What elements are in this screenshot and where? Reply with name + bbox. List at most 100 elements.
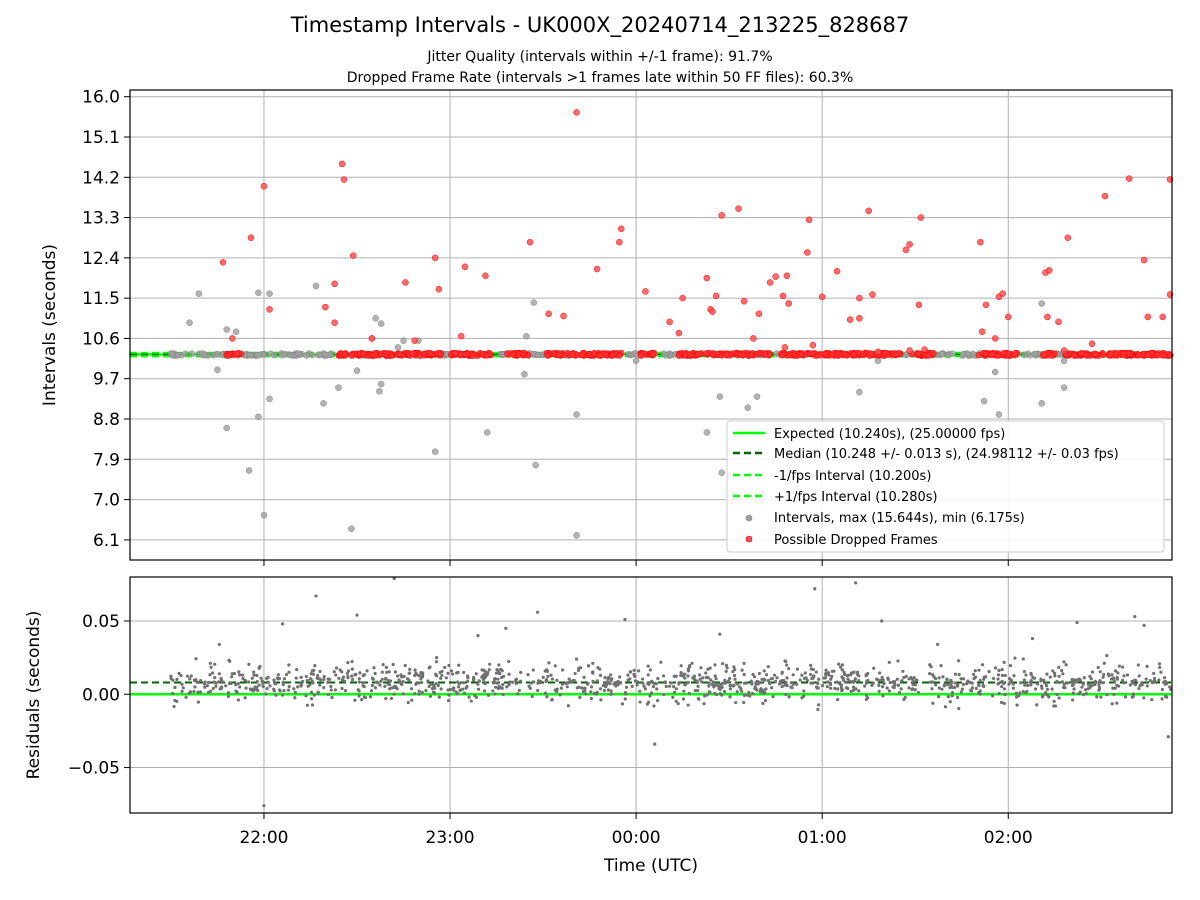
residual-point [780,670,784,674]
residual-point [835,680,839,684]
residual-point [591,679,595,683]
residual-point [592,691,596,695]
residual-point [714,677,718,681]
residual-point [996,677,1000,681]
residual-point [866,671,870,676]
dropped-frame-point [1120,351,1127,358]
residual-point [261,684,265,689]
residual-point [811,676,815,680]
residual-point [1152,676,1157,681]
residual-point [723,681,727,685]
interval-point [223,326,231,333]
residual-point [728,676,732,681]
residual-point [770,686,774,690]
residual-point [495,667,499,672]
dropped-frame-point [822,351,829,358]
residual-point [491,689,495,693]
dropped-frame-point [703,350,710,357]
residual-point [749,679,753,683]
residual-point [358,671,362,675]
residual-point [872,666,876,670]
residual-point [840,663,845,667]
residual-point [1072,687,1076,691]
residual-point [880,675,884,680]
residual-point [514,681,518,686]
residual-point [929,680,933,684]
residual-point [370,676,375,680]
residual-point [964,682,969,686]
residual-point [589,690,593,694]
residual-point [766,665,770,669]
residual-point [407,671,412,675]
residual-point [208,673,212,677]
residual-point [409,687,414,691]
residual-point [914,678,918,682]
residual-point [652,704,656,708]
residual-point [738,685,742,689]
residual-point [401,692,405,696]
residual-point [414,682,418,686]
dropped-frame-point [578,351,586,359]
dropped-frame-point [526,238,534,246]
residual-point [1152,671,1156,675]
residual-point [598,673,603,678]
residual-point [466,679,470,683]
residual-point [417,689,421,693]
intervals-y-tick-label: 15.1 [82,128,120,148]
residual-point [750,682,754,686]
interval-point [400,337,407,344]
residual-point [777,682,782,686]
residual-point [564,681,568,686]
dropped-frame-point [504,350,511,357]
residual-point [430,687,435,691]
residual-point [1014,691,1018,695]
residual-point [880,685,885,689]
residual-point [252,673,256,677]
residual-point [541,675,545,679]
residual-point [405,677,410,681]
residual-point [180,682,184,686]
residual-point [386,678,391,683]
legend-intervals-label: Intervals, max (15.644s), min (6.175s) [774,511,1025,526]
residual-point [912,676,916,680]
residual-point [724,669,728,673]
residual-point [413,673,417,677]
residual-point [813,587,817,591]
residual-point [1080,685,1084,689]
residual-point [214,684,218,688]
residual-point [1036,682,1040,686]
interval-point [980,397,988,405]
residual-point [851,685,856,689]
residual-point [545,695,549,699]
dropped-frame-point [714,351,721,358]
residual-point [361,681,365,685]
dropped-frame-point [703,274,711,282]
residual-point [1053,671,1057,675]
residual-point [1101,681,1105,685]
residual-point [318,669,322,674]
residual-point [1159,670,1163,674]
residuals-panel: −0.050.000.05 22:00 23:00 00:00 01:00 02:00 … [24,576,1173,876]
residual-point [820,684,825,688]
residual-point [896,683,900,687]
residual-point [993,666,998,670]
residual-point [1122,681,1126,685]
residual-point [1039,684,1044,688]
residual-point [247,662,251,666]
residual-point [842,670,846,674]
dropped-frame-point [781,344,789,351]
residual-point [237,670,241,674]
residual-point [764,673,769,677]
residual-point [532,680,536,684]
residual-point [329,688,333,692]
interval-point [949,350,956,358]
interval-point [316,351,324,359]
dropped-frame-point [1005,350,1012,357]
dropped-frame-point [556,351,563,359]
residual-point [710,682,714,687]
residual-point [486,693,491,697]
residual-point [758,689,762,693]
residual-point [1035,703,1039,707]
residual-point [188,677,192,681]
residual-point [322,677,326,682]
